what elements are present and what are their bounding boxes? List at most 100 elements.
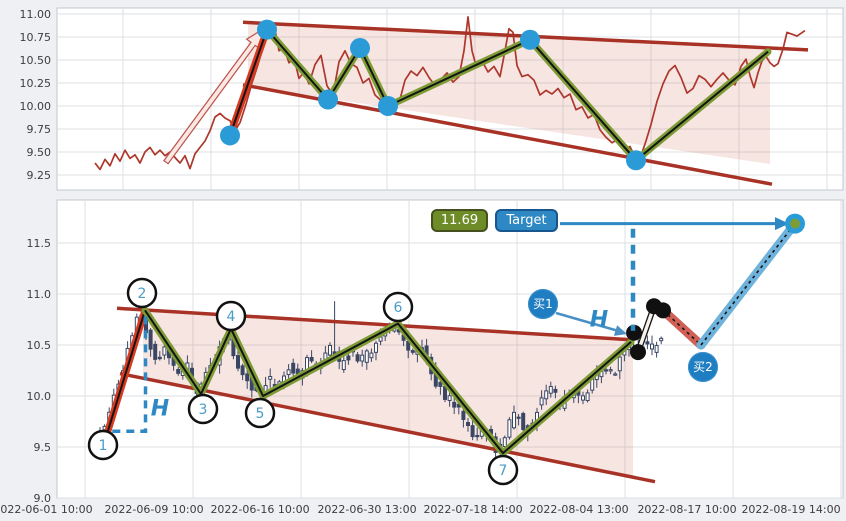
candle-body — [548, 386, 553, 394]
pivot-number: 6 — [394, 300, 403, 316]
candle-body — [654, 345, 659, 353]
y-tick-label: 10.25 — [20, 77, 52, 90]
y-tick-label: 9.25 — [27, 169, 52, 182]
y-tick-label: 10.50 — [20, 54, 52, 67]
pivot-dot — [378, 96, 398, 116]
candle-body — [512, 411, 516, 429]
candle-body — [162, 346, 167, 356]
candle-body — [553, 388, 558, 393]
x-tick-label: 2022-06-09 10:00 — [104, 503, 203, 516]
candle-body — [374, 342, 378, 353]
buy1-pointer-head — [613, 325, 627, 336]
candle-body — [447, 395, 452, 402]
pivot-marker — [187, 393, 219, 425]
buy1-pointer — [555, 311, 623, 334]
candle-body — [148, 329, 153, 350]
candle-body — [291, 362, 296, 374]
pivot-dot — [257, 19, 277, 40]
target-badge: Target — [495, 209, 558, 232]
candle-body — [369, 352, 374, 359]
candle-body — [608, 369, 613, 372]
candle-body — [268, 376, 273, 380]
pivot-dot — [318, 89, 338, 110]
pivot-dot — [520, 29, 540, 50]
candle-body — [364, 350, 369, 363]
wedge-fill — [248, 23, 770, 165]
y-tick-label: 10.00 — [20, 100, 52, 113]
y-tick-label: 9.5 — [34, 441, 52, 454]
candle-body — [309, 357, 314, 362]
candle-body — [613, 373, 618, 376]
y-tick-label: 10.75 — [20, 31, 52, 44]
candle-body — [502, 437, 507, 448]
candle-body — [346, 355, 351, 361]
candle-body — [443, 386, 447, 400]
candle-body — [470, 425, 475, 438]
projection-band — [696, 219, 800, 350]
candle-body — [521, 413, 526, 431]
white-seg — [636, 304, 656, 354]
x-tick-label: 2022-07-18 14:00 — [423, 503, 522, 516]
pivot-marker — [244, 397, 276, 429]
pullback-band-core — [662, 309, 702, 346]
candle-body — [286, 369, 291, 376]
candle-body — [475, 434, 480, 438]
candle-body — [240, 365, 245, 376]
overview-panel: 11.00 10.75 10.50 10.25 10.00 9.75 9.50 9.25 — [20, 7, 844, 191]
measure-value-badge: 11.69 — [431, 209, 488, 232]
pivot-marker — [87, 429, 119, 461]
candle-body — [650, 343, 654, 350]
pivot-number: 3 — [199, 402, 208, 418]
pivot-number: 4 — [227, 309, 236, 325]
candle-body — [452, 401, 457, 408]
y-tick-label: 11.00 — [20, 8, 52, 21]
candle-body — [544, 390, 549, 400]
price-dot — [626, 324, 642, 341]
y-tick-label: 9.0 — [34, 492, 52, 505]
candle-body — [341, 360, 346, 371]
h-measure-bracket — [112, 316, 148, 433]
y-tick-label: 10.5 — [27, 339, 52, 352]
y-tick-label: 11.0 — [27, 288, 52, 301]
candle-body — [153, 343, 158, 360]
candle-body — [581, 395, 585, 401]
x-tick-label: 2022-08-04 13:00 — [529, 503, 628, 516]
trendline-upper — [116, 306, 634, 342]
candle-body — [585, 392, 590, 402]
y-tick-label: 9.75 — [27, 123, 52, 136]
candle-body — [659, 337, 664, 342]
buy2-marker: 买2 — [688, 352, 718, 382]
candle-body — [461, 410, 466, 421]
x-tick-label: 2022-08-17 10:00 — [637, 503, 736, 516]
pivot-marker — [126, 277, 158, 309]
candle-body — [378, 336, 383, 342]
pivot-number: 1 — [99, 438, 108, 454]
x-tick-label: 2022-06-16 10:00 — [210, 503, 309, 516]
impulse-core — [229, 29, 268, 136]
candle-body — [176, 369, 181, 374]
candle-body — [355, 354, 360, 362]
candle-body — [466, 422, 470, 426]
y-tick-label: 11.5 — [27, 237, 52, 250]
x-tick-label: 2022-06-30 13:00 — [317, 503, 416, 516]
candle-body — [236, 355, 240, 369]
candle-body — [245, 373, 250, 382]
pivot-number: 7 — [499, 463, 508, 479]
y-tick-label: 9.50 — [27, 146, 52, 159]
candle-body — [539, 397, 544, 406]
candle-body — [360, 354, 365, 362]
candle-body — [328, 344, 332, 356]
y-tick-label: 10.0 — [27, 390, 52, 403]
pivot-marker — [215, 300, 247, 332]
target-point-center — [790, 218, 800, 229]
pivot-marker — [382, 291, 414, 323]
target-arrowhead — [775, 217, 789, 231]
plot-area — [56, 199, 844, 499]
h-measure-label-1: H — [150, 396, 170, 422]
candle-body — [410, 350, 415, 353]
pivot-dot — [350, 38, 370, 59]
candle-body — [507, 419, 512, 438]
